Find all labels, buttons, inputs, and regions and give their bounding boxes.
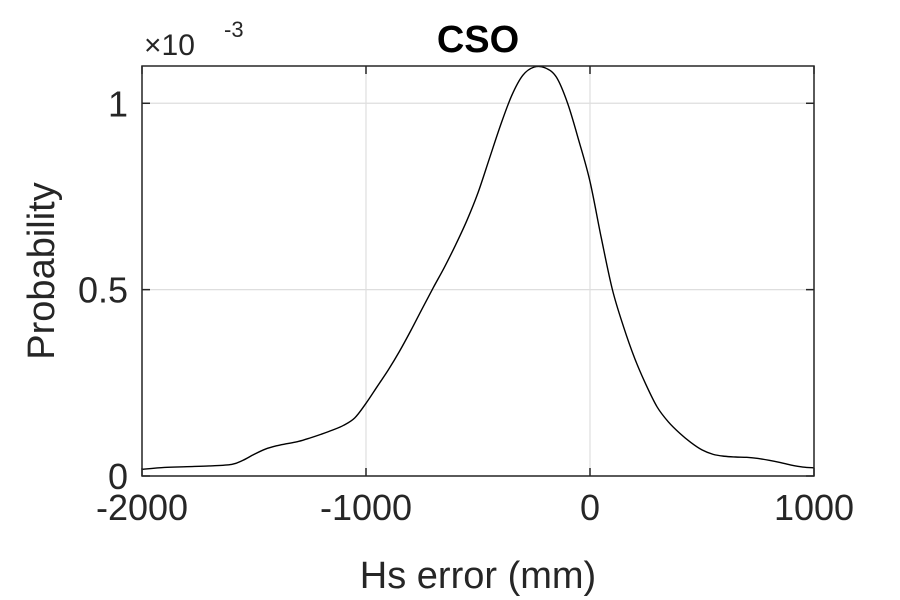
y-axis-label: Probability [21,182,63,359]
x-axis-label: Hs error (mm) [360,555,596,597]
x-tick-label: -2000 [96,487,188,528]
y-exponent-base: ×10 [144,29,195,62]
y-tick-label: 0 [108,456,128,497]
y-tick-label: 0.5 [78,270,128,311]
chart-title: CSO [437,19,519,61]
tick-layer: -2000 -1000 0 1000 0 0.5 1 [78,66,854,528]
x-tick-label: 0 [580,487,600,528]
series-layer [141,65,815,470]
grid [141,66,815,477]
y-exponent-power: -3 [224,17,244,42]
y-tick-label: 1 [108,83,128,124]
x-tick-label: -1000 [320,487,412,528]
plot-frame [141,65,815,477]
series-line-0 [141,65,815,470]
y-axis-exponent: ×10 -3 [144,17,244,62]
x-tick-label: 1000 [774,487,854,528]
